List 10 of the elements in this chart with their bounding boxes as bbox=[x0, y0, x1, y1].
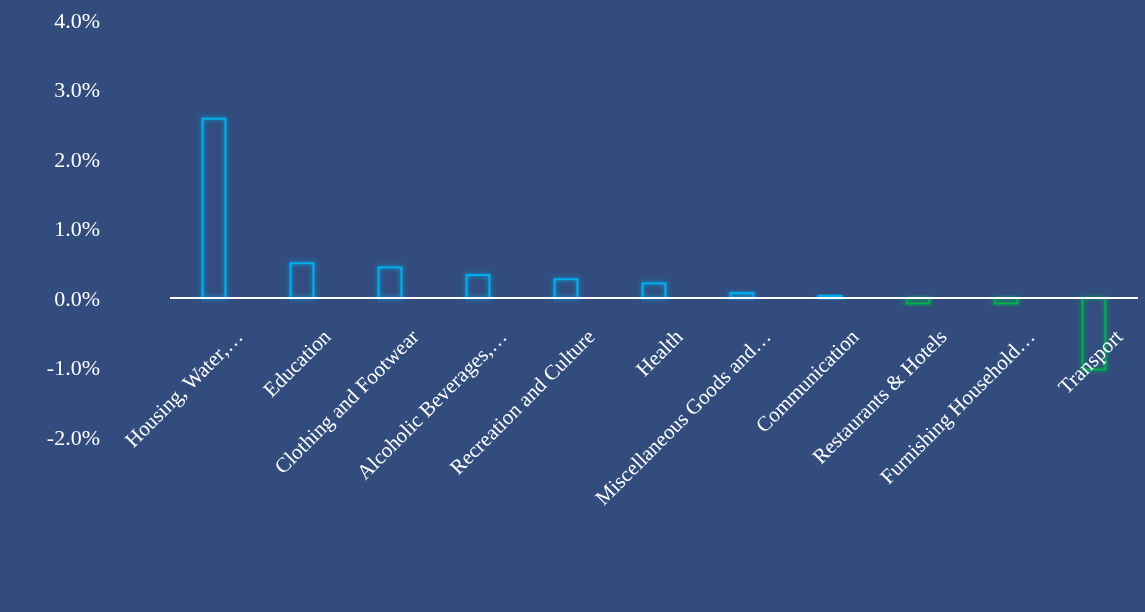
bar bbox=[817, 294, 843, 299]
bar bbox=[289, 262, 315, 299]
y-tick-label: 4.0% bbox=[54, 7, 100, 33]
y-tick-label: 3.0% bbox=[54, 77, 100, 103]
y-tick-label: 1.0% bbox=[54, 216, 100, 242]
y-tick-label: 0.0% bbox=[54, 285, 100, 311]
y-tick-label: -2.0% bbox=[46, 424, 100, 450]
bar bbox=[201, 117, 227, 299]
y-tick-label: -1.0% bbox=[46, 355, 100, 381]
y-tick-label: 2.0% bbox=[54, 146, 100, 172]
